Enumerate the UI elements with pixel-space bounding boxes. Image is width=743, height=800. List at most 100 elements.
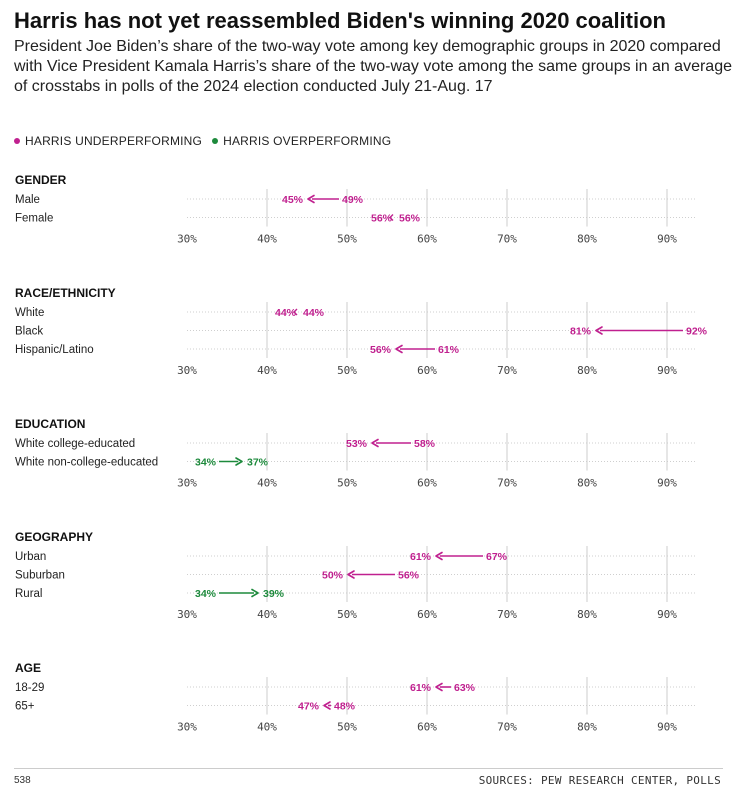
x-tick-label: 80% — [577, 608, 597, 621]
x-tick-label: 40% — [257, 608, 277, 621]
legend-under-label: HARRIS UNDERPERFORMING — [25, 134, 203, 148]
harris-2024-label: 50% — [322, 570, 344, 582]
legend-over-label: HARRIS OVERPERFORMING — [223, 134, 392, 148]
x-tick-label: 50% — [337, 233, 357, 246]
change-arrow-head — [371, 438, 379, 448]
panel-title: AGE — [15, 661, 41, 675]
biden-2020-label: 56% — [371, 213, 393, 225]
footer-brand: 538 — [14, 775, 31, 786]
x-tick-label: 60% — [417, 233, 437, 246]
row-label: White — [15, 307, 44, 319]
row-label: Suburban — [15, 570, 65, 582]
harris-2024-label: 61% — [410, 551, 432, 563]
x-tick-label: 70% — [497, 721, 517, 734]
panel-title: GEOGRAPHY — [15, 530, 93, 544]
x-tick-label: 70% — [497, 608, 517, 621]
panel-title: GENDER — [15, 173, 67, 187]
biden-2020-label: 49% — [342, 194, 364, 206]
x-tick-label: 30% — [177, 608, 197, 621]
x-tick-label: 60% — [417, 364, 437, 377]
change-arrow-head — [595, 326, 603, 335]
change-arrow-head — [389, 214, 394, 221]
harris-2024-label: 45% — [282, 194, 304, 206]
biden-2020-label: 34% — [195, 588, 217, 600]
x-tick-label: 70% — [497, 477, 517, 490]
biden-2020-label: 67% — [486, 551, 508, 563]
biden-2020-label: 44% — [275, 307, 297, 319]
row-label: Male — [15, 194, 40, 206]
x-tick-label: 90% — [657, 364, 677, 377]
x-tick-label: 80% — [577, 477, 597, 490]
change-arrow-head — [323, 701, 331, 710]
x-tick-label: 30% — [177, 233, 197, 246]
x-tick-label: 90% — [657, 477, 677, 490]
x-tick-label: 90% — [657, 721, 677, 734]
legend: HARRIS UNDERPERFORMING HARRIS OVERPERFOR… — [14, 134, 391, 148]
x-tick-label: 40% — [257, 721, 277, 734]
biden-2020-label: 61% — [438, 344, 460, 356]
row-label: Urban — [15, 551, 46, 563]
x-tick-label: 50% — [337, 721, 357, 734]
footer-rule — [14, 768, 723, 769]
x-tick-label: 40% — [257, 477, 277, 490]
harris-2024-label: 61% — [410, 682, 432, 694]
row-label: 18-29 — [15, 682, 44, 694]
change-arrow-head — [251, 588, 259, 598]
harris-2024-label: 56% — [399, 213, 421, 225]
change-arrow-head — [435, 551, 443, 561]
x-tick-label: 80% — [577, 721, 597, 734]
harris-2024-label: 53% — [346, 438, 368, 450]
harris-2024-label: 39% — [263, 588, 285, 600]
legend-item-over: HARRIS OVERPERFORMING — [212, 134, 391, 148]
legend-under-dot — [14, 138, 20, 144]
x-tick-label: 30% — [177, 364, 197, 377]
footer-sources: SOURCES: PEW RESEARCH CENTER, POLLS — [478, 774, 721, 787]
change-arrow-head — [307, 194, 315, 204]
biden-2020-label: 58% — [414, 438, 436, 450]
chart-title: Harris has not yet reassembled Biden's w… — [14, 8, 666, 33]
row-label: White non-college-educated — [15, 457, 158, 469]
change-arrow-head — [395, 344, 403, 354]
row-label: Female — [15, 213, 53, 225]
x-tick-label: 30% — [177, 477, 197, 490]
x-tick-label: 50% — [337, 477, 357, 490]
biden-2020-label: 48% — [334, 701, 356, 713]
row-label: White college-educated — [15, 438, 135, 450]
chart-subtitle: President Joe Biden’s share of the two-w… — [14, 38, 732, 95]
x-tick-label: 70% — [497, 364, 517, 377]
x-tick-label: 80% — [577, 364, 597, 377]
x-tick-label: 80% — [577, 233, 597, 246]
x-tick-label: 50% — [337, 364, 357, 377]
harris-2024-label: 37% — [247, 457, 269, 469]
x-tick-label: 40% — [257, 364, 277, 377]
row-label: Black — [15, 326, 43, 338]
harris-2024-label: 44% — [303, 307, 325, 319]
panel-title: RACE/ETHNICITY — [15, 286, 116, 300]
biden-2020-label: 63% — [454, 682, 476, 694]
change-arrow-head — [347, 570, 355, 579]
x-tick-label: 70% — [497, 233, 517, 246]
harris-2024-label: 81% — [570, 326, 592, 338]
x-tick-label: 60% — [417, 721, 437, 734]
x-tick-label: 50% — [337, 608, 357, 621]
panel-title: EDUCATION — [15, 417, 85, 431]
row-label: 65+ — [15, 701, 35, 713]
x-tick-label: 60% — [417, 608, 437, 621]
x-tick-label: 30% — [177, 721, 197, 734]
x-tick-label: 60% — [417, 477, 437, 490]
row-label: Hispanic/Latino — [15, 344, 94, 356]
biden-2020-label: 56% — [398, 570, 420, 582]
biden-2020-label: 34% — [195, 457, 217, 469]
change-arrow-head — [435, 682, 443, 692]
legend-item-under: HARRIS UNDERPERFORMING — [14, 134, 202, 148]
harris-2024-label: 47% — [298, 701, 320, 713]
biden-2020-label: 92% — [686, 326, 708, 338]
x-tick-label: 90% — [657, 233, 677, 246]
harris-2024-label: 56% — [370, 344, 392, 356]
arrow-chart: GENDER 30% 40% 50% 60% 70% 80% 90% Male 49% 45% Fem… — [15, 173, 708, 734]
x-tick-label: 40% — [257, 233, 277, 246]
change-arrow-head — [293, 308, 298, 316]
row-label: Rural — [15, 588, 42, 600]
legend-over-dot — [212, 138, 219, 144]
change-arrow-head — [235, 457, 243, 466]
